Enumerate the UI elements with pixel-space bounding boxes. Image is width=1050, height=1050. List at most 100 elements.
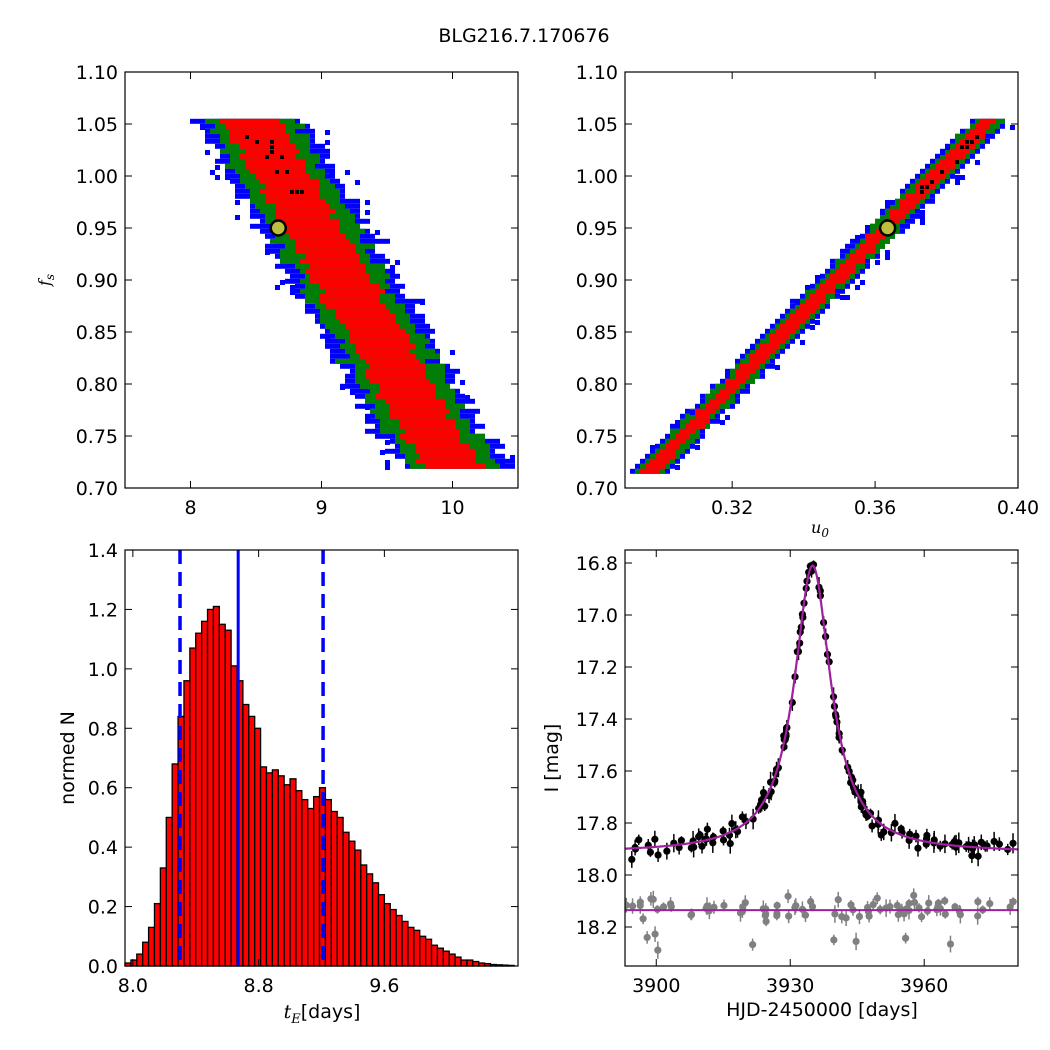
inner-band-row <box>865 238 880 244</box>
inner-band-row <box>795 308 815 314</box>
histogram-bar <box>454 956 462 967</box>
inner-band-row <box>735 373 750 379</box>
chi2-minimum-cell <box>265 155 269 159</box>
te-histogram-xlabel: tE[days] <box>284 1001 361 1027</box>
black-data-point <box>709 839 717 847</box>
black-data-point <box>690 843 698 851</box>
outer-outlier <box>420 300 425 305</box>
inner-band-row <box>940 158 960 164</box>
grey-data-point <box>762 905 770 913</box>
inner-band-row <box>295 248 355 254</box>
inner-band-row <box>255 173 310 179</box>
grey-data-point <box>873 894 881 902</box>
outer-outlier <box>975 160 980 165</box>
inner-band-row <box>370 363 425 369</box>
chi2-minimum-cell <box>290 190 294 194</box>
outer-outlier <box>365 210 370 215</box>
x-tick-label: 3930 <box>766 975 814 997</box>
inner-band-row <box>380 388 435 394</box>
y-tick-label: 0.80 <box>76 374 118 396</box>
grey-data-point <box>792 902 800 910</box>
outer-outlier <box>690 410 695 415</box>
inner-band-row <box>890 213 905 219</box>
inner-band-row <box>220 118 280 124</box>
grey-data-point <box>784 892 792 900</box>
x-tick-label: 9 <box>315 497 327 519</box>
grey-data-point <box>974 898 982 906</box>
te-histogram-axes: 8.0 8.8 9.6 0.0 0.2 0.4 0.6 0.8 1.0 1.2 1.4 <box>88 540 518 997</box>
outer-outlier <box>805 285 810 290</box>
histogram-bar <box>295 790 303 967</box>
grey-data-point <box>639 915 647 923</box>
outer-outlier <box>920 220 925 225</box>
y-tick-label: 1.10 <box>576 62 618 84</box>
inner-band-row <box>975 123 990 129</box>
inner-band-row <box>655 453 675 459</box>
histogram-bar <box>224 629 232 967</box>
histogram-bar <box>442 950 450 967</box>
outer-outlier <box>395 260 400 265</box>
chi2-minimum-cell <box>255 140 259 144</box>
inner-band-row <box>380 383 435 389</box>
outer-outlier <box>920 215 925 220</box>
inner-band-row <box>855 248 875 254</box>
histogram-bar <box>171 763 179 967</box>
inner-band-row <box>980 118 995 124</box>
grey-data-point <box>838 913 846 921</box>
inner-band-row <box>685 423 705 429</box>
outer-outlier <box>650 445 655 450</box>
te-fs-density <box>190 118 515 470</box>
histogram-bar <box>230 665 238 967</box>
outer-outlier <box>885 255 890 260</box>
outer-outlier <box>200 125 205 130</box>
outer-outlier <box>355 180 360 185</box>
histogram-bar <box>472 960 480 967</box>
inner-band-row <box>230 128 285 134</box>
x-tick-label: 3960 <box>900 975 948 997</box>
histogram-bar <box>165 816 173 967</box>
histogram-bar <box>448 953 456 967</box>
chi2-minimum-cell <box>270 140 274 144</box>
inner-band-row <box>275 208 335 214</box>
grey-data-point <box>831 910 839 918</box>
y-tick-label: 0.2 <box>88 897 118 919</box>
inner-band-row <box>675 433 690 439</box>
y-tick-label: 17.2 <box>576 657 618 679</box>
chi2-minimum-cell <box>295 190 299 194</box>
inner-band-row <box>860 243 875 249</box>
inner-band-row <box>415 448 475 454</box>
inner-band-row <box>945 153 965 159</box>
inner-band-row <box>360 353 415 359</box>
histogram-bar <box>212 605 220 967</box>
y-tick-label: 1.0 <box>88 659 118 681</box>
outer-outlier <box>265 250 270 255</box>
inner-band-row <box>365 373 425 379</box>
grey-data-point <box>749 941 757 949</box>
histogram-bar <box>389 908 397 967</box>
inner-band-row <box>275 213 330 219</box>
outer-outlier <box>800 340 805 345</box>
outer-outlier <box>695 445 700 450</box>
histogram-bar <box>301 798 309 967</box>
inner-band-row <box>340 318 395 324</box>
inner-band-row <box>680 428 695 434</box>
inner-band-row <box>355 348 410 354</box>
outer-outlier <box>810 325 815 330</box>
y-tick-label: 0.4 <box>88 837 118 859</box>
inner-band-row <box>265 198 325 204</box>
inner-band-row <box>820 283 835 289</box>
inner-band-row <box>720 388 735 394</box>
grey-data-point <box>625 901 630 909</box>
inner-band-row <box>845 258 865 264</box>
inner-band-row <box>375 393 435 399</box>
te-fs-axes: 8 9 10 0.70 0.75 0.80 0.85 0.90 0.95 1.00 1.05 1.10 <box>76 62 518 519</box>
black-data-point <box>990 837 998 846</box>
black-data-point <box>955 839 963 847</box>
inner-band-row <box>865 233 885 239</box>
grey-data-point <box>910 891 918 900</box>
inner-band-row <box>405 438 460 444</box>
y-tick-label: 17.8 <box>576 813 618 835</box>
grey-data-point <box>720 901 728 910</box>
histogram-bar <box>312 795 321 967</box>
grey-data-point <box>1006 903 1014 911</box>
